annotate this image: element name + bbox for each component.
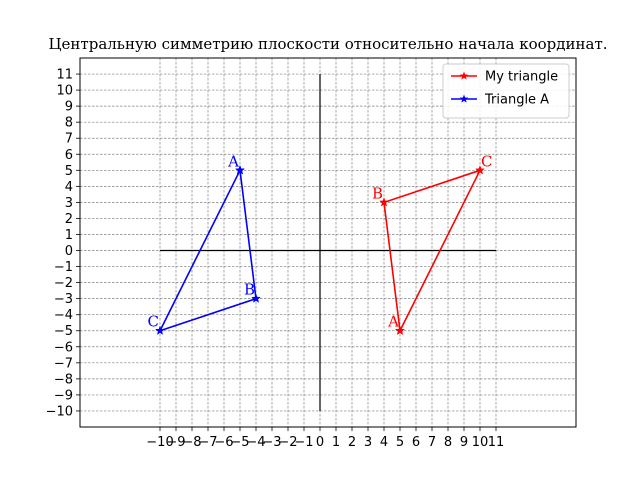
- y-tick-label: −5: [54, 324, 73, 339]
- vertex-label: C: [148, 313, 159, 331]
- legend: My triangle Triangle A: [442, 63, 570, 119]
- legend-label: Triangle A: [484, 93, 549, 108]
- series-2: A B C: [148, 152, 261, 335]
- vertex-label: C: [481, 152, 492, 170]
- x-tick-label: 5: [396, 435, 404, 450]
- x-tick-label: 11: [488, 435, 505, 450]
- x-tick-label: −6: [214, 435, 233, 450]
- y-tick-label: 4: [65, 180, 73, 195]
- y-tick-label: −7: [54, 356, 73, 371]
- legend-entry: Triangle A: [451, 93, 549, 108]
- y-tick-label: 7: [65, 132, 73, 147]
- y-tick-label: 10: [56, 84, 73, 99]
- x-tick-label: 1: [332, 435, 340, 450]
- x-tick-label: 8: [444, 435, 452, 450]
- y-tick-label: 9: [65, 100, 73, 115]
- vertex-label: A: [387, 313, 399, 331]
- x-tick-label: −7: [198, 435, 217, 450]
- x-tick-label: −1: [294, 435, 313, 450]
- y-tick-label: 5: [65, 164, 73, 179]
- y-tick-label: −3: [54, 292, 73, 307]
- data-point: [395, 325, 405, 335]
- series-layer: A B C A B C: [148, 152, 492, 335]
- legend-label: My triangle: [485, 70, 558, 85]
- x-tick-label: 10: [472, 435, 489, 450]
- y-tick-label: 11: [56, 68, 73, 83]
- y-tick-label: 1: [65, 228, 73, 243]
- series-line: [158, 169, 257, 333]
- vertex-label: B: [372, 184, 383, 202]
- x-tick-label: −2: [278, 435, 297, 450]
- x-tick-label: −4: [246, 435, 265, 450]
- y-tick-label: 6: [65, 148, 73, 163]
- grid: [80, 58, 576, 427]
- y-tick-label: −1: [54, 260, 73, 275]
- x-axis-ticks: −10−9−8−7−6−5−4−3−2−1 0 1 2 3 4 5 6 7 8 9 10 11: [146, 427, 504, 450]
- data-point: [379, 197, 389, 207]
- data-point: [235, 165, 245, 175]
- legend-marker: [459, 71, 469, 80]
- x-tick-label: 2: [348, 435, 356, 450]
- vertex-label: A: [227, 152, 239, 170]
- legend-marker: [459, 94, 469, 103]
- y-tick-label: 0: [65, 244, 73, 259]
- plot-frame: [79, 57, 577, 428]
- x-tick-label: 0: [316, 435, 324, 450]
- y-tick-label: 8: [65, 116, 73, 131]
- x-tick-label: 9: [460, 435, 468, 450]
- legend-box: [442, 63, 570, 119]
- x-tick-label: −5: [230, 435, 249, 450]
- y-tick-label: −10: [46, 404, 73, 419]
- data-point: [475, 165, 485, 175]
- y-tick-label: −4: [54, 308, 73, 323]
- x-tick-label: −9: [166, 435, 185, 450]
- series-1: A B C: [372, 152, 492, 335]
- x-tick-label: 4: [380, 435, 388, 450]
- y-tick-label: −8: [54, 372, 73, 387]
- x-tick-label: 3: [364, 435, 372, 450]
- vertex-label: B: [244, 281, 255, 299]
- y-tick-label: −9: [54, 388, 73, 403]
- data-point: [155, 325, 165, 335]
- y-tick-label: −2: [54, 276, 73, 291]
- x-tick-label: 6: [412, 435, 420, 450]
- plot-background: [80, 58, 576, 427]
- y-tick-label: 3: [65, 196, 73, 211]
- y-tick-label: −6: [54, 340, 73, 355]
- x-tick-label: −8: [182, 435, 201, 450]
- data-point: [251, 293, 261, 303]
- plot-area: A B C A B C: [79, 57, 577, 428]
- series-line: [383, 168, 482, 332]
- x-tick-label: −10: [146, 435, 173, 450]
- x-tick-label: 7: [428, 435, 436, 450]
- chart-title: Центральную симметрию плоскости относите…: [48, 35, 607, 53]
- x-tick-label: −3: [262, 435, 281, 450]
- legend-entry: My triangle: [451, 70, 558, 85]
- y-tick-label: 2: [65, 212, 73, 227]
